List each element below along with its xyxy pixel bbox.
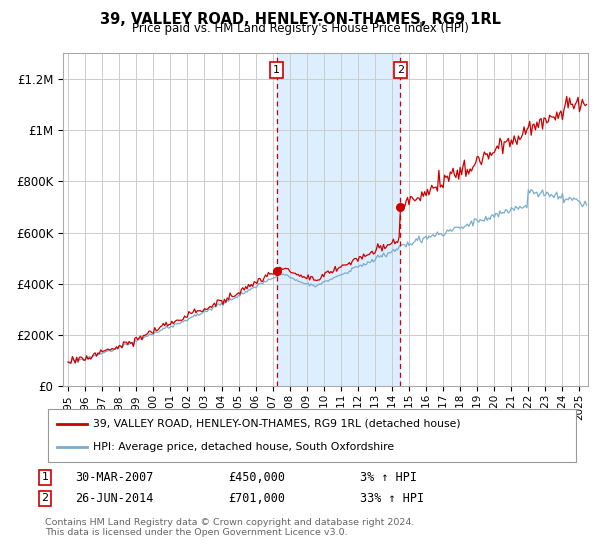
Bar: [277, 53, 400, 386]
Text: 2: 2: [41, 493, 49, 503]
Text: Price paid vs. HM Land Registry's House Price Index (HPI): Price paid vs. HM Land Registry's House …: [131, 22, 469, 35]
Text: 39, VALLEY ROAD, HENLEY-ON-THAMES, RG9 1RL (detached house): 39, VALLEY ROAD, HENLEY-ON-THAMES, RG9 1…: [93, 419, 461, 429]
Text: 33% ↑ HPI: 33% ↑ HPI: [360, 492, 424, 505]
Text: 30-MAR-2007: 30-MAR-2007: [75, 470, 154, 484]
Text: 39, VALLEY ROAD, HENLEY-ON-THAMES, RG9 1RL: 39, VALLEY ROAD, HENLEY-ON-THAMES, RG9 1…: [100, 12, 500, 27]
Text: 1: 1: [41, 472, 49, 482]
Text: 2: 2: [397, 65, 404, 74]
Text: HPI: Average price, detached house, South Oxfordshire: HPI: Average price, detached house, Sout…: [93, 442, 394, 452]
Text: 1: 1: [273, 65, 280, 74]
Text: £450,000: £450,000: [228, 470, 285, 484]
Text: 3% ↑ HPI: 3% ↑ HPI: [360, 470, 417, 484]
Text: Contains HM Land Registry data © Crown copyright and database right 2024.
This d: Contains HM Land Registry data © Crown c…: [45, 518, 415, 538]
Text: 26-JUN-2014: 26-JUN-2014: [75, 492, 154, 505]
Text: £701,000: £701,000: [228, 492, 285, 505]
